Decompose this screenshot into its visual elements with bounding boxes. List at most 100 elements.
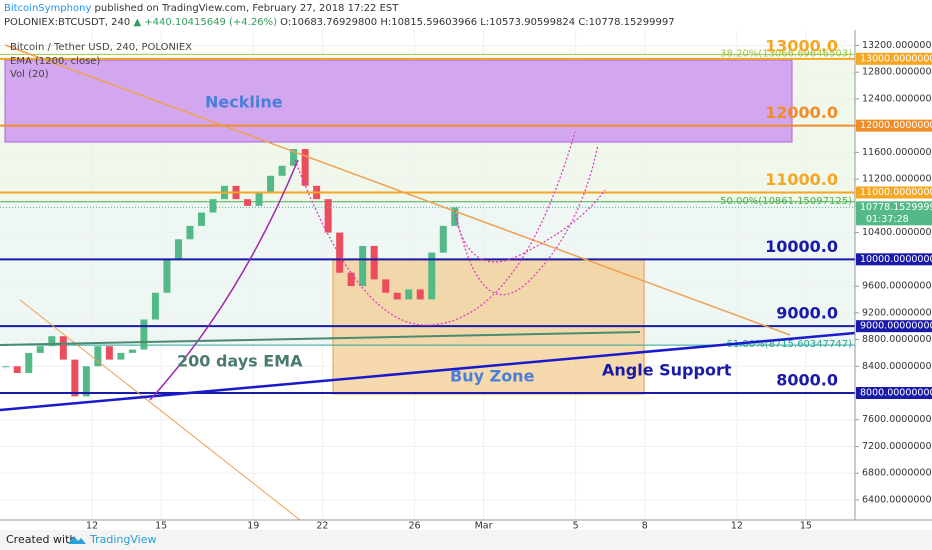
y-tick-label: 12800.00000000 [862, 67, 932, 78]
x-tick-label: 19 [247, 521, 259, 532]
level-axis-label: 13000.00000000 [860, 53, 932, 64]
projection [454, 189, 606, 263]
last-price-label: 10778.15299997 [860, 202, 932, 213]
header: BitcoinSymphony published on TradingView… [4, 3, 399, 14]
last-price-box [856, 201, 932, 226]
y-tick-label: 8400.00000000 [862, 361, 932, 372]
y-tick-label: 10400.00000000 [862, 227, 932, 238]
level-axis-label: 10000.00000000 [860, 254, 932, 265]
footer [0, 530, 932, 550]
footer-text: Created with [6, 533, 76, 546]
y-tick-label: 12400.00000000 [862, 93, 932, 104]
candle [163, 259, 171, 293]
candle [301, 149, 309, 186]
fib-label: 50.00%(10861.15097125) [720, 196, 852, 207]
x-tick-label: 15 [155, 521, 167, 532]
candle [151, 292, 159, 320]
y-tick-label: 7600.00000000 [862, 414, 932, 425]
x-tick-label: 15 [800, 521, 812, 532]
x-tick-label: 26 [408, 521, 420, 532]
x-tick-label: 8 [642, 521, 648, 532]
candle [174, 239, 182, 260]
indicator: EMA (1200, close) [10, 56, 100, 67]
ema-200 [0, 331, 641, 346]
candle [359, 245, 367, 287]
trendline [4, 44, 791, 336]
y-tick-label: 13200.00000000 [862, 40, 932, 51]
logo [68, 536, 86, 544]
level-label: 8000.0 [776, 371, 838, 390]
open: O:10683.76929800 [280, 17, 377, 28]
candle [267, 175, 275, 193]
candle [117, 352, 125, 360]
candle [186, 225, 194, 240]
candle [290, 149, 298, 166]
level-axis-label: 8000.00000000 [860, 388, 932, 399]
candle [140, 319, 148, 350]
candle [36, 346, 44, 353]
annotation: Buy Zone [450, 367, 535, 386]
candle [25, 352, 33, 373]
level-axis-box [856, 387, 932, 400]
candle [336, 232, 344, 273]
annotation: 200 days EMA [177, 352, 303, 371]
level-axis-label: 9000.00000000 [860, 321, 932, 332]
level-label: 11000.0 [765, 170, 838, 189]
level-axis-box [856, 320, 932, 333]
change: ▲ +440.10415649 (+4.26%) [133, 17, 277, 28]
candle [209, 199, 217, 213]
y-tick-label: 9200.00000000 [862, 307, 932, 318]
candle [255, 192, 263, 206]
candle [105, 346, 113, 360]
x-tick-label: Mar [475, 521, 493, 532]
candle [128, 349, 136, 353]
high: H:10815.59603966 [380, 17, 477, 28]
x-tick-label: 12 [731, 521, 743, 532]
y-tick-label: 7200.00000000 [862, 441, 932, 452]
low: L:10573.90599824 [480, 17, 575, 28]
y-tick-label: 6400.00000000 [862, 494, 932, 505]
projection [294, 131, 576, 326]
level-axis-box [856, 186, 932, 199]
candle [48, 336, 56, 347]
candle [94, 346, 102, 367]
y-tick-label: 9600.00000000 [862, 281, 932, 292]
indicator: Vol (20) [10, 69, 49, 80]
level-axis-box [856, 119, 932, 132]
y-tick-label: 11200.00000000 [862, 174, 932, 185]
candle [278, 165, 286, 176]
countdown: 01:37:28 [866, 214, 909, 225]
candle [393, 292, 401, 300]
y-tick-label: 8800.00000000 [862, 334, 932, 345]
candle [2, 366, 10, 368]
angle-support-line [0, 331, 856, 412]
projection [454, 144, 599, 296]
candle [197, 212, 205, 226]
candle [382, 279, 390, 293]
candle [347, 272, 355, 287]
level-label: 12000.0 [765, 103, 838, 122]
level-axis-box [856, 253, 932, 266]
x-tick-label: 12 [86, 521, 98, 532]
level-label: 9000.0 [776, 304, 838, 323]
ema-curve [149, 159, 299, 401]
candle [405, 289, 413, 300]
fib-label: 61.80%(8715.60347747) [727, 339, 853, 350]
footer-brand: TradingView [89, 533, 156, 546]
y-axis-panel [855, 30, 932, 520]
x-tick-label: 5 [573, 521, 579, 532]
candle [59, 336, 67, 360]
y-tick-label: 11600.00000000 [862, 147, 932, 158]
trendline [19, 299, 301, 521]
fib-label: 38.20%(13066.69646503) [720, 48, 852, 59]
level-axis-label: 11000.00000000 [860, 187, 932, 198]
candle [370, 245, 378, 280]
author: BitcoinSymphony [4, 3, 91, 14]
chart-title: Bitcoin / Tether USD, 240, POLONIEX [10, 42, 192, 53]
published: published on TradingView.com, February 2… [95, 3, 400, 14]
candle [82, 366, 90, 397]
neckline-zone [4, 59, 793, 143]
candle [71, 359, 79, 397]
candle [416, 289, 424, 300]
